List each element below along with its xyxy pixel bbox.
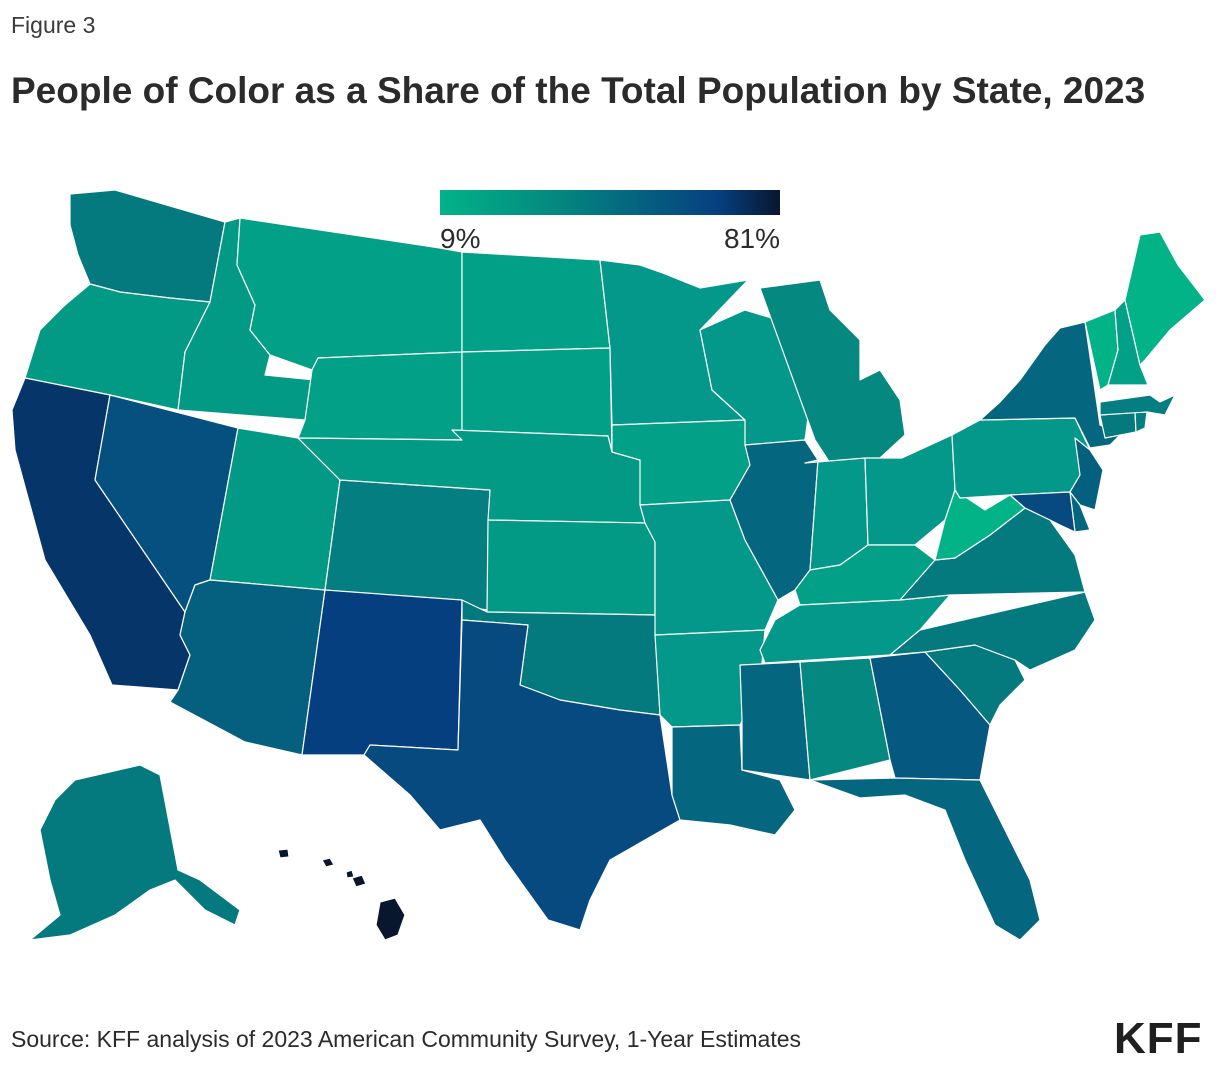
state-new-york: New York: [979, 321, 1121, 449]
state-north-carolina: North Carolina: [889, 591, 1096, 671]
state-pennsylvania: Pennsylvania: [951, 417, 1091, 499]
state-new-mexico: New Mexico: [301, 589, 463, 756]
state-colorado: Colorado: [324, 479, 491, 611]
state-mississippi: Mississippi: [739, 661, 811, 781]
state-alaska: Alaska: [29, 764, 241, 941]
figure-label: Figure 3: [11, 12, 96, 38]
state-michigan: Michigan: [759, 279, 906, 464]
state-kansas: Kansas: [486, 519, 656, 616]
state-new-jersey: New Jersey: [1069, 437, 1104, 511]
source-note: Source: KFF analysis of 2023 American Co…: [11, 1026, 801, 1052]
state-montana: Montana: [236, 217, 463, 371]
state-florida: Florida: [809, 777, 1041, 941]
color-legend: 9% 81%: [440, 190, 780, 256]
legend-gradient-bar: [440, 190, 780, 215]
state-illinois: Illinois: [729, 439, 819, 601]
state-hawaii: Hawaii: [277, 848, 406, 941]
state-north-dakota: North Dakota: [461, 251, 611, 353]
state-maine: Maine: [1124, 231, 1206, 366]
chart-title: People of Color as a Share of the Total …: [11, 70, 1146, 111]
kff-logo: KFF: [1114, 1014, 1203, 1063]
state-rhode-island: Rhode Island: [1134, 411, 1148, 433]
state-arizona: Arizona: [169, 579, 326, 756]
state-connecticut: Connecticut: [1099, 411, 1137, 439]
state-maryland: Maryland: [1009, 491, 1076, 533]
us-choropleth-map: WashingtonOregonCaliforniaIdahoNevadaMon…: [0, 180, 1220, 960]
map-svg: WashingtonOregonCaliforniaIdahoNevadaMon…: [11, 189, 1206, 941]
legend-max-label: 81%: [723, 223, 780, 254]
state-massachusetts: Massachusetts: [1099, 394, 1176, 416]
state-wyoming: Wyoming: [297, 351, 463, 441]
state-louisiana: Louisiana: [671, 724, 796, 836]
state-texas: Texas: [363, 619, 681, 931]
